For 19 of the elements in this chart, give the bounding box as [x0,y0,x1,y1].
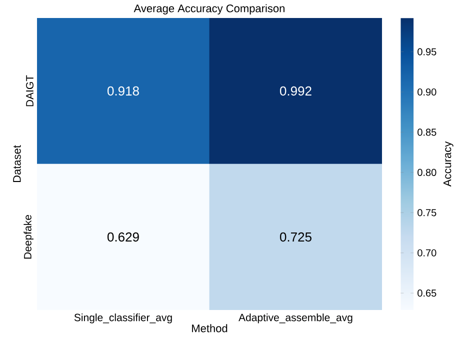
x-tick-label: Single_classifier_avg [74,314,172,324]
color-bar-label: 0.75 [418,209,436,216]
y-tick-label: Deepfake [24,215,34,259]
x-axis-title: Method [192,324,228,332]
data-label: 0.918 [107,86,139,96]
color-bar-label: 0.70 [418,249,436,256]
color-bar-label: 0.90 [418,88,436,96]
color-bar-label: 0.80 [418,168,436,176]
color-bar-label: 0.85 [418,128,436,136]
y-tick-label: DAIGT [26,75,34,106]
color-bar-title: Accuracy [444,141,454,187]
data-label: 0.629 [107,232,139,242]
color-bar-label: 0.95 [418,48,436,56]
chart-title: Average Accuracy Comparison [134,4,284,14]
x-tick-label: Adaptive_assemble_avg [238,314,352,324]
data-label: 0.992 [280,86,312,96]
color-bar-label: 0.65 [418,290,436,297]
data-label: 0.725 [280,232,312,242]
y-axis-title: Dataset [13,145,21,182]
